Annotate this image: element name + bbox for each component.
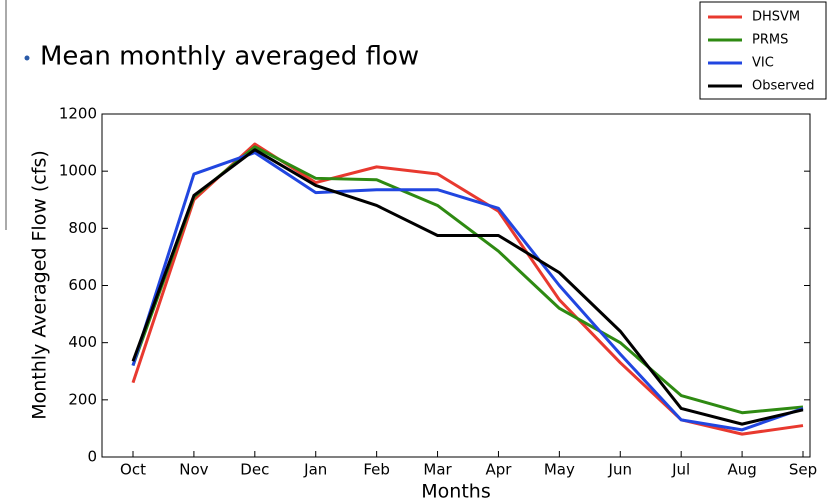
x-tick-label: May [544, 461, 575, 479]
y-tick-label: 600 [68, 276, 97, 294]
y-tick-label: 0 [87, 448, 97, 466]
legend-label: PRMS [752, 33, 788, 48]
x-tick-label: Aug [727, 461, 756, 479]
x-tick-label: Oct [120, 461, 146, 479]
y-tick-label: 800 [68, 219, 97, 237]
y-tick-label: 400 [68, 333, 97, 351]
x-tick-label: Sep [789, 461, 817, 479]
chart-title: Mean monthly averaged flow [40, 42, 419, 72]
bullet [24, 55, 30, 61]
x-tick-label: Jan [303, 461, 327, 479]
series-line [131, 148, 804, 426]
y-axis-label: Monthly Averaged Flow (cfs) [29, 150, 51, 420]
legend-label: Observed [752, 79, 815, 94]
plot-frame [101, 113, 811, 458]
y-tick-label: 1200 [59, 105, 97, 123]
x-tick-label: Jun [608, 461, 632, 479]
y-tick-label: 200 [68, 390, 97, 408]
series-line [131, 142, 804, 436]
series-line [131, 145, 804, 415]
x-tick-label: Mar [423, 461, 452, 479]
y-tick-label: 1000 [59, 162, 97, 180]
x-axis-label: Months [421, 481, 490, 502]
x-tick-label: Apr [485, 461, 512, 479]
x-tick-label: Nov [179, 461, 208, 479]
legend-label: DHSVM [752, 10, 800, 25]
x-tick-label: Feb [363, 461, 390, 479]
legend-label: VIC [752, 56, 774, 71]
x-tick-label: Jul [671, 461, 690, 479]
x-tick-label: Dec [240, 461, 269, 479]
